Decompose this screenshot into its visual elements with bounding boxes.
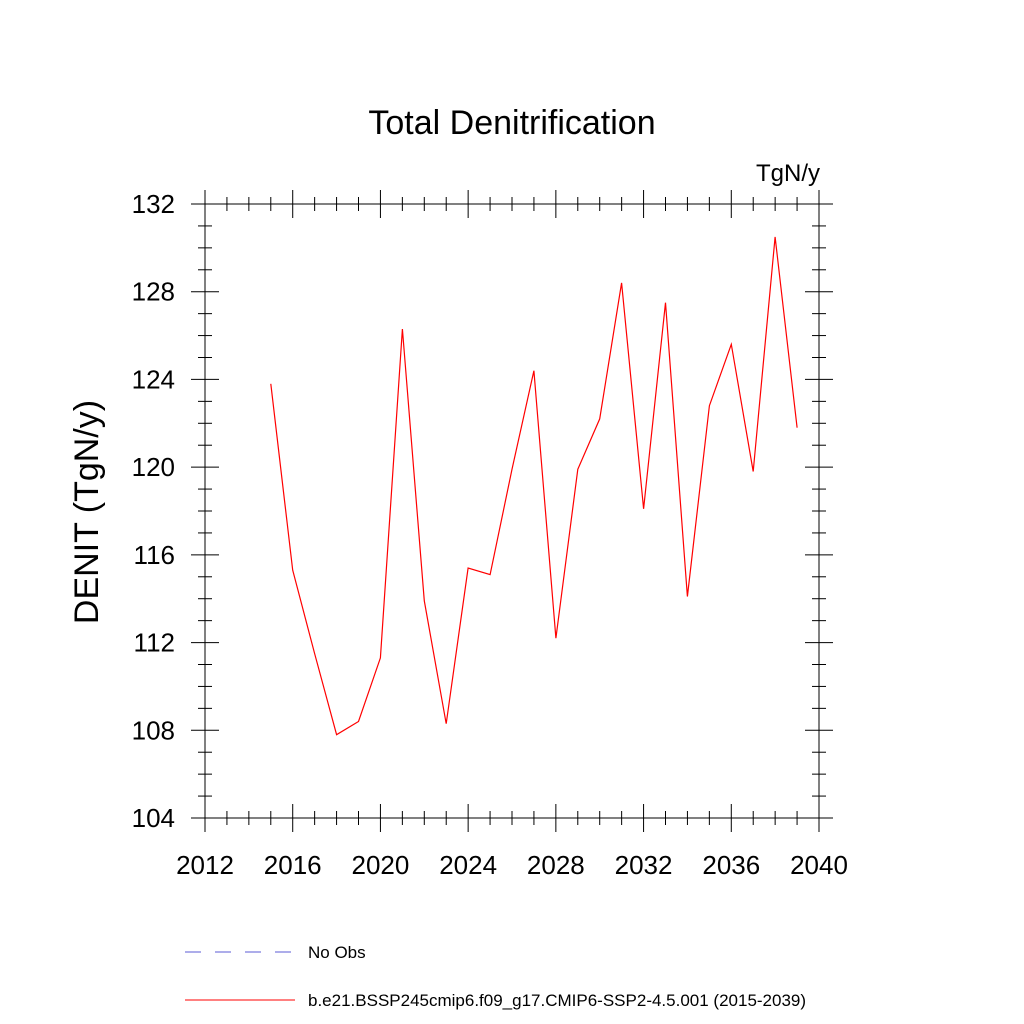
- x-tick-label: 2028: [527, 850, 585, 880]
- y-axis-label: DENIT (TgN/y): [68, 400, 106, 624]
- x-tick-label: 2016: [264, 850, 322, 880]
- y-tick-label: 112: [134, 628, 175, 658]
- y-tick-label: 116: [134, 540, 175, 570]
- y-tick-label: 128: [132, 277, 175, 307]
- units-label: TgN/y: [756, 160, 820, 187]
- x-tick-label: 2032: [615, 850, 673, 880]
- legend-label: No Obs: [308, 943, 366, 962]
- y-tick-label: 108: [132, 715, 175, 745]
- y-tick-label: 124: [132, 364, 175, 394]
- chart-title: Total Denitrification: [368, 104, 655, 142]
- y-tick-label: 132: [132, 189, 175, 219]
- x-tick-label: 2024: [439, 850, 497, 880]
- x-tick-label: 2012: [176, 850, 234, 880]
- x-tick-label: 2040: [790, 850, 848, 880]
- legend-label: b.e21.BSSP245cmip6.f09_g17.CMIP6-SSP2-4.…: [308, 991, 806, 1010]
- x-tick-label: 2020: [352, 850, 410, 880]
- series-layer: [270, 236, 798, 736]
- y-tick-label: 104: [132, 803, 175, 833]
- legend: No Obs b.e21.BSSP245cmip6.f09_g17.CMIP6-S…: [185, 943, 806, 1010]
- x-tick-label: 2036: [702, 850, 760, 880]
- y-tick-label: 120: [132, 452, 175, 482]
- plot-frame: [204, 203, 820, 819]
- axis-ticks: 2012 2016 2020 2024 2028 2032 2036 2040 104 108 11…: [132, 189, 848, 880]
- series-line: [270, 236, 798, 736]
